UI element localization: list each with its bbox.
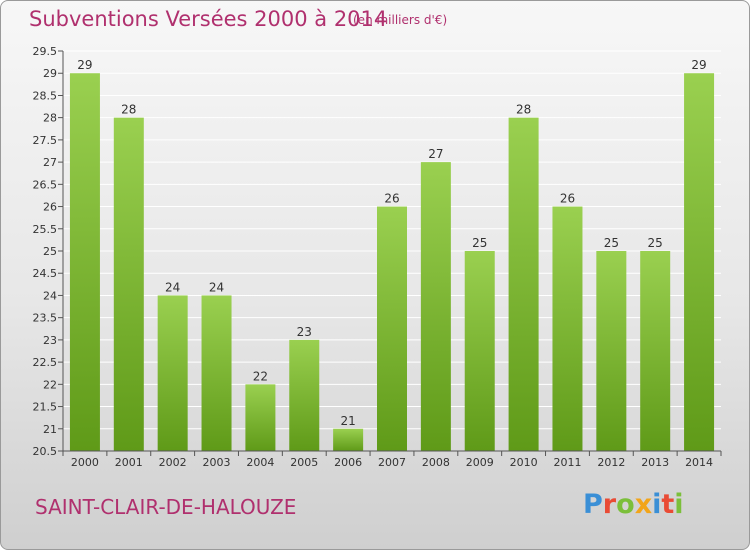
x-tick-labels: 2000 2001 2002 2003 2004 2005 2006 2007 2008 2009…	[71, 456, 713, 469]
bar	[69, 73, 100, 451]
x-tick-label: 2011	[553, 456, 581, 469]
x-tick-label: 2005	[290, 456, 318, 469]
logo-letter: o	[616, 489, 635, 520]
x-tick-label: 2014	[685, 456, 713, 469]
value-label: 26	[560, 192, 575, 206]
y-tick-label: 26	[43, 201, 57, 214]
y-tick-label: 29	[43, 67, 57, 80]
x-tick-label: 2009	[466, 456, 494, 469]
value-label: 27	[428, 147, 443, 161]
bar	[113, 117, 144, 452]
value-label: 25	[648, 236, 663, 250]
logo-letter: r	[602, 489, 617, 520]
x-tick-label: 2000	[71, 456, 99, 469]
x-tick-label: 2007	[378, 456, 406, 469]
y-tick-label: 24.5	[33, 267, 58, 280]
value-label: 25	[472, 236, 487, 250]
axes	[58, 50, 722, 456]
x-tick-label: 2006	[334, 456, 362, 469]
bar	[157, 295, 188, 451]
chart-title: Subventions Versées 2000 à 2014	[29, 7, 388, 31]
y-tick-labels: 20.5 21 21.5 22 22.5 23 23.5 24 24.5 25 25.5 26 26.5…	[33, 45, 58, 458]
bar	[552, 206, 583, 451]
bar	[420, 162, 451, 451]
bar	[245, 384, 276, 451]
value-label: 26	[384, 192, 399, 206]
value-label: 21	[340, 414, 355, 428]
bar	[289, 339, 320, 451]
bar	[201, 295, 232, 451]
x-tick-label: 2013	[641, 456, 669, 469]
value-label: 28	[121, 103, 136, 117]
x-tick-label: 2010	[510, 456, 538, 469]
bar	[333, 428, 364, 451]
chart-subtitle: (en milliers d'€)	[353, 13, 448, 27]
bar	[508, 117, 539, 452]
logo-letter: t	[661, 489, 675, 520]
y-tick-label: 27	[43, 156, 57, 169]
x-tick-label: 2012	[597, 456, 625, 469]
y-tick-label: 23	[43, 334, 57, 347]
bar	[596, 251, 627, 451]
logo-letter: i	[674, 489, 684, 520]
bar	[684, 73, 715, 451]
x-tick-label: 2003	[203, 456, 231, 469]
logo-letter: i	[652, 489, 662, 520]
y-tick-label: 24	[43, 289, 57, 302]
bar	[377, 206, 407, 451]
value-labels: 29 28 24 24 22 23 21 26 27 25 28 26 25 25 29	[77, 58, 706, 428]
value-label: 23	[297, 325, 312, 339]
y-tick-label: 25	[43, 245, 57, 258]
x-tick-label: 2002	[159, 456, 187, 469]
value-label: 29	[691, 58, 706, 72]
x-tick-label: 2001	[115, 456, 143, 469]
value-label: 22	[253, 369, 268, 383]
value-label: 29	[77, 58, 92, 72]
x-tick-label: 2008	[422, 456, 450, 469]
y-tick-label: 25.5	[33, 223, 58, 236]
bar	[640, 251, 671, 451]
y-tick-label: 27.5	[33, 134, 58, 147]
y-tick-label: 26.5	[33, 178, 58, 191]
y-tick-label: 22	[43, 378, 57, 391]
value-label: 24	[165, 280, 180, 294]
y-tick-label: 28	[43, 112, 57, 125]
y-tick-label: 20.5	[33, 445, 58, 458]
logo-letter: x	[634, 489, 653, 520]
proxiti-logo: Proxiti	[583, 489, 684, 520]
commune-name: SAINT-CLAIR-DE-HALOUZE	[35, 495, 297, 519]
value-label: 28	[516, 103, 531, 117]
y-tick-label: 22.5	[33, 356, 58, 369]
logo-letter: P	[583, 489, 603, 520]
value-label: 25	[604, 236, 619, 250]
value-label: 24	[209, 280, 224, 294]
y-tick-label: 29.5	[33, 45, 58, 58]
y-tick-label: 21.5	[33, 401, 58, 414]
y-tick-label: 28.5	[33, 89, 58, 102]
y-tick-label: 21	[43, 423, 57, 436]
x-tick-label: 2004	[246, 456, 274, 469]
bars	[69, 73, 715, 452]
bar	[464, 251, 495, 451]
y-tick-label: 23.5	[33, 312, 58, 325]
